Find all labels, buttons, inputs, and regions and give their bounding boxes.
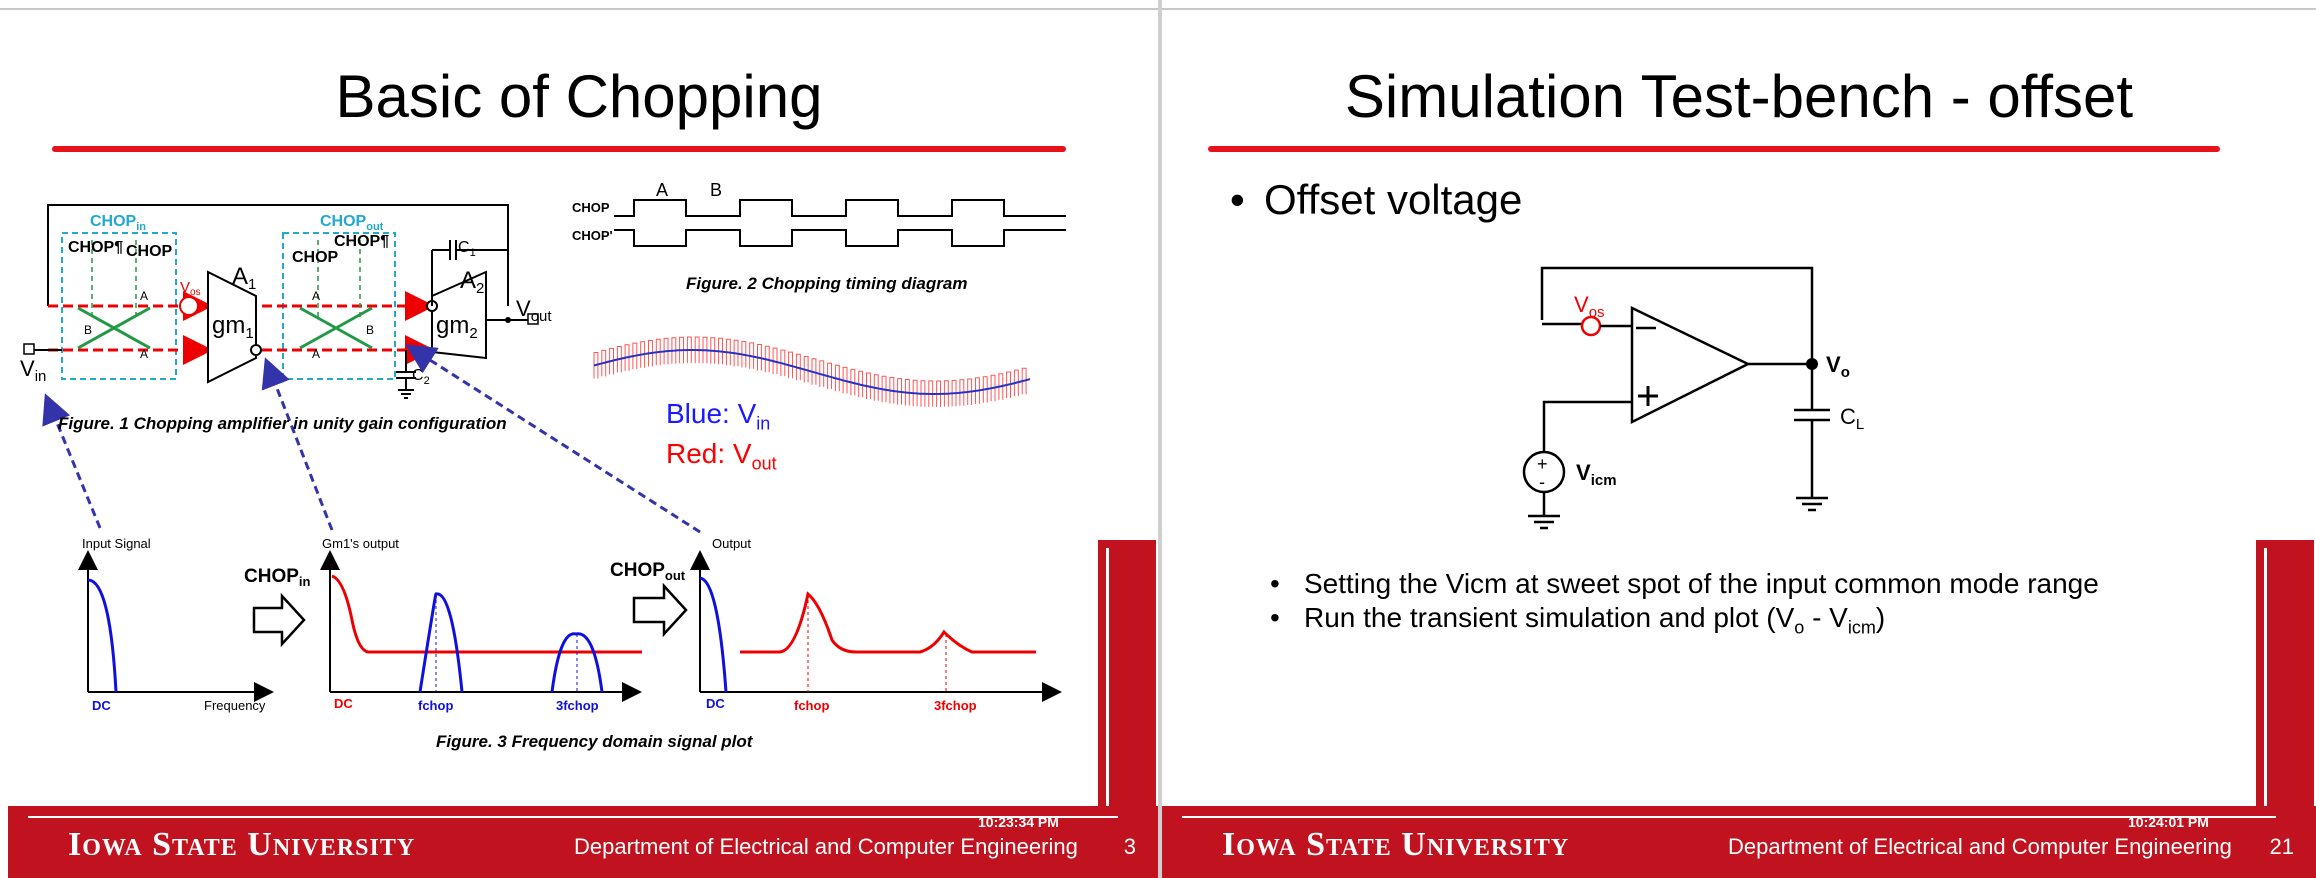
svg-text:Vos: Vos	[1574, 292, 1605, 321]
svg-text:A1: A1	[232, 263, 256, 293]
footer-bar: Iowa State University Department of Elec…	[8, 806, 1158, 878]
chopped-sine-figure	[593, 336, 1031, 407]
sub-bullet-mid: - V	[1804, 602, 1848, 633]
slide-left: Basic of Chopping	[0, 8, 1158, 878]
sub-bullet-sub-o: o	[1794, 617, 1805, 638]
title-underline	[1208, 146, 2220, 152]
svg-text:Vos: Vos	[180, 279, 201, 298]
figure3-caption: Figure. 3 Frequency domain signal plot	[436, 732, 753, 751]
svg-text:Vo: Vo	[1826, 352, 1850, 381]
title-underline	[52, 146, 1066, 152]
svg-text:C2: C2	[412, 367, 430, 387]
svg-text:Vout: Vout	[516, 296, 552, 325]
timestamp: 10:24:01 PM	[2128, 814, 2209, 830]
footer-bar: Iowa State University Department of Elec…	[1162, 806, 2316, 878]
slide-top-border	[0, 8, 1158, 10]
sub-bullet-text: Run the transient simulation and plot (V	[1304, 602, 1795, 633]
svg-text:CL: CL	[1840, 404, 1864, 433]
svg-text:Vicm: Vicm	[1576, 460, 1617, 489]
svg-text:CHOPout: CHOPout	[320, 213, 384, 233]
offset-testbench-circuit: Vos Vo CL + - Vicm	[1522, 266, 1864, 530]
svg-text:3fchop: 3fchop	[556, 698, 599, 713]
bullet-offset-voltage: Offset voltage	[1230, 176, 1522, 224]
department-name: Department of Electrical and Computer En…	[574, 834, 1078, 859]
slide-number: 3	[1123, 834, 1136, 859]
svg-text:CHOPin: CHOPin	[244, 566, 311, 589]
side-accent-bar	[2256, 540, 2314, 818]
sub-bullet-sub-icm: icm	[1847, 617, 1876, 638]
svg-text:CHOP: CHOP	[572, 200, 610, 215]
figure2-caption: Figure. 2 Chopping timing diagram	[686, 274, 968, 293]
svg-text:CHOP: CHOP	[292, 249, 339, 266]
svg-text:A: A	[312, 347, 320, 361]
svg-text:CHOPout: CHOPout	[610, 560, 686, 583]
university-wordmark: Iowa State University	[1222, 826, 1570, 863]
slide-top-border	[1162, 8, 2316, 10]
sub-bullet-end: )	[1875, 602, 1886, 633]
sub-bullet-transient: Run the transient simulation and plot (V…	[1270, 602, 1886, 639]
svg-text:Input Signal: Input Signal	[82, 536, 151, 551]
svg-text:B: B	[84, 323, 92, 337]
figure2-timing-diagram: CHOP CHOP' A B	[572, 180, 1066, 247]
legend-blue: Blue: Vin	[666, 398, 770, 435]
svg-text:DC: DC	[706, 696, 725, 711]
slide-title: Basic of Chopping	[335, 63, 823, 130]
slide-number: 21	[2269, 834, 2294, 859]
svg-text:B: B	[710, 180, 722, 200]
svg-text:fchop: fchop	[418, 698, 453, 713]
svg-text:CHOP¶: CHOP¶	[334, 233, 389, 250]
svg-text:A: A	[140, 289, 148, 303]
svg-text:3fchop: 3fchop	[934, 698, 977, 713]
legend-red-sub: out	[751, 453, 777, 474]
svg-text:CHOP: CHOP	[126, 243, 173, 260]
figure1-caption: Figure. 1 Chopping amplifier in unity ga…	[58, 414, 507, 433]
svg-text:C1: C1	[458, 239, 476, 259]
svg-text:A: A	[140, 347, 148, 361]
legend-red-text: Red: V	[666, 438, 752, 469]
timestamp: 10:23:34 PM	[978, 814, 1059, 830]
svg-text:CHOPin: CHOPin	[90, 213, 146, 233]
slide-divider	[1158, 0, 1162, 878]
svg-text:Frequency: Frequency	[204, 698, 266, 713]
figure3-frequency-plots: Input Signal DC Frequency CHOPin Gm1's o…	[42, 344, 1062, 713]
svg-text:A: A	[312, 289, 320, 303]
department-name: Department of Electrical and Computer En…	[1728, 834, 2232, 859]
svg-text:CHOP': CHOP'	[572, 228, 613, 243]
slide-right: Simulation Test-bench - offset Offset vo…	[1162, 0, 2316, 878]
svg-text:gm2: gm2	[436, 312, 478, 342]
svg-text:fchop: fchop	[794, 698, 829, 713]
chopping-figures: A B A A B A CHOPin CHOPout CHOP¶ CHOP CH…	[20, 180, 1066, 713]
legend-blue-text: Blue: V	[666, 398, 757, 429]
svg-text:-: -	[1539, 472, 1545, 492]
svg-text:gm1: gm1	[212, 312, 254, 342]
figure1-circuit: A B A A B A CHOPin CHOPout CHOP¶ CHOP CH…	[20, 204, 552, 399]
side-accent-bar	[1098, 540, 1156, 818]
svg-text:Vin: Vin	[20, 356, 46, 385]
university-wordmark: Iowa State University	[68, 826, 416, 863]
svg-text:B: B	[366, 323, 374, 337]
svg-text:CHOP¶: CHOP¶	[68, 239, 123, 256]
legend-blue-sub: in	[756, 413, 771, 434]
svg-text:DC: DC	[92, 698, 111, 713]
svg-text:Output: Output	[712, 536, 751, 551]
svg-text:A2: A2	[460, 267, 484, 297]
svg-text:Gm1's output: Gm1's output	[322, 536, 399, 551]
legend-red: Red: Vout	[666, 438, 777, 475]
slide-title: Simulation Test-bench - offset	[1344, 63, 2134, 130]
svg-text:A: A	[656, 180, 668, 200]
svg-text:+: +	[1537, 454, 1548, 474]
sub-bullet-vicm: Setting the Vicm at sweet spot of the in…	[1270, 568, 2099, 600]
svg-text:DC: DC	[334, 696, 353, 711]
